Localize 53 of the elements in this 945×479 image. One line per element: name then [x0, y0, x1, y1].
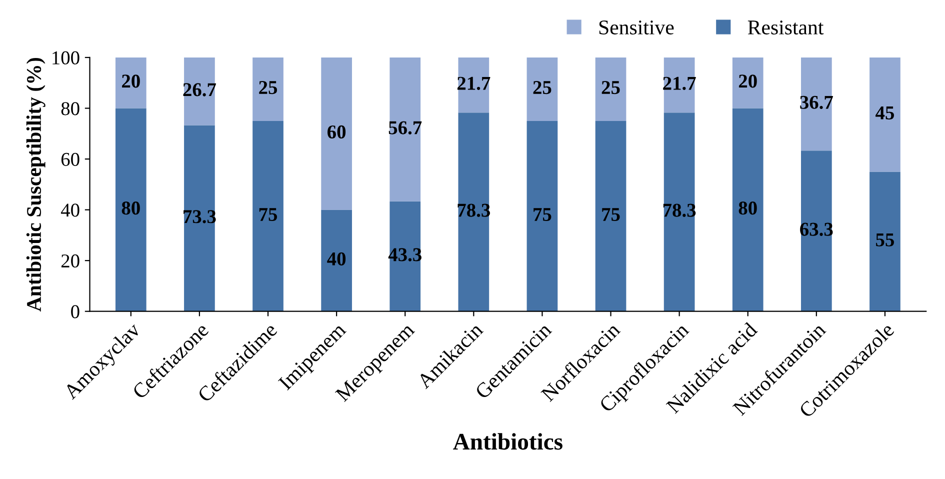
data-label: 25 [259, 81, 278, 94]
bar [390, 57, 421, 202]
data-label: 80 [738, 202, 757, 215]
y-tick-label: 0 [71, 305, 80, 318]
data-label: 75 [602, 208, 620, 222]
bar [870, 57, 900, 172]
bar [184, 57, 215, 126]
bar [390, 201, 421, 312]
y-axis-title: Antibiotic Susceptibility (%) [26, 58, 46, 312]
data-label: 25 [602, 81, 620, 94]
bar [732, 108, 764, 312]
bar [800, 57, 832, 151]
bar [595, 57, 626, 121]
bar [184, 125, 215, 312]
bar [458, 57, 490, 113]
y-tick-label: 80 [61, 102, 80, 116]
y-tick-label: 60 [61, 152, 80, 166]
bar [664, 112, 695, 312]
bar [595, 120, 626, 312]
x-axis-title: Antibiotics [453, 433, 562, 450]
bar [526, 120, 558, 312]
bar [252, 120, 284, 312]
data-label: 36.7 [800, 96, 833, 110]
bar [526, 57, 558, 121]
data-label: 20 [122, 74, 140, 88]
bar [732, 57, 764, 108]
bar [870, 172, 900, 312]
bar [800, 150, 832, 312]
bar [321, 210, 352, 312]
data-label: 40 [327, 252, 346, 266]
bar [664, 57, 695, 113]
data-label: 20 [738, 74, 757, 88]
y-tick-label: 40 [60, 204, 80, 217]
data-label: 60 [328, 125, 346, 139]
data-label: 26.7 [183, 83, 216, 96]
bar [252, 57, 284, 121]
y-tick-label: 100 [52, 51, 80, 64]
data-label: 75 [534, 208, 552, 222]
bar [458, 112, 490, 312]
data-label: 25 [533, 81, 552, 94]
data-label: 80 [122, 202, 140, 215]
data-label: 45 [876, 106, 894, 120]
data-label: 55 [876, 233, 894, 246]
data-label: 56.7 [388, 121, 422, 134]
bar [115, 108, 146, 312]
legend-label: Sensitive [599, 20, 674, 34]
data-label: 21.7 [663, 76, 696, 90]
data-label: 21.7 [457, 76, 490, 90]
bar [115, 57, 146, 108]
data-label: 75 [259, 208, 278, 222]
bar [321, 57, 352, 210]
y-tick-label: 20 [61, 254, 80, 268]
legend-label: Resistant [748, 20, 824, 34]
